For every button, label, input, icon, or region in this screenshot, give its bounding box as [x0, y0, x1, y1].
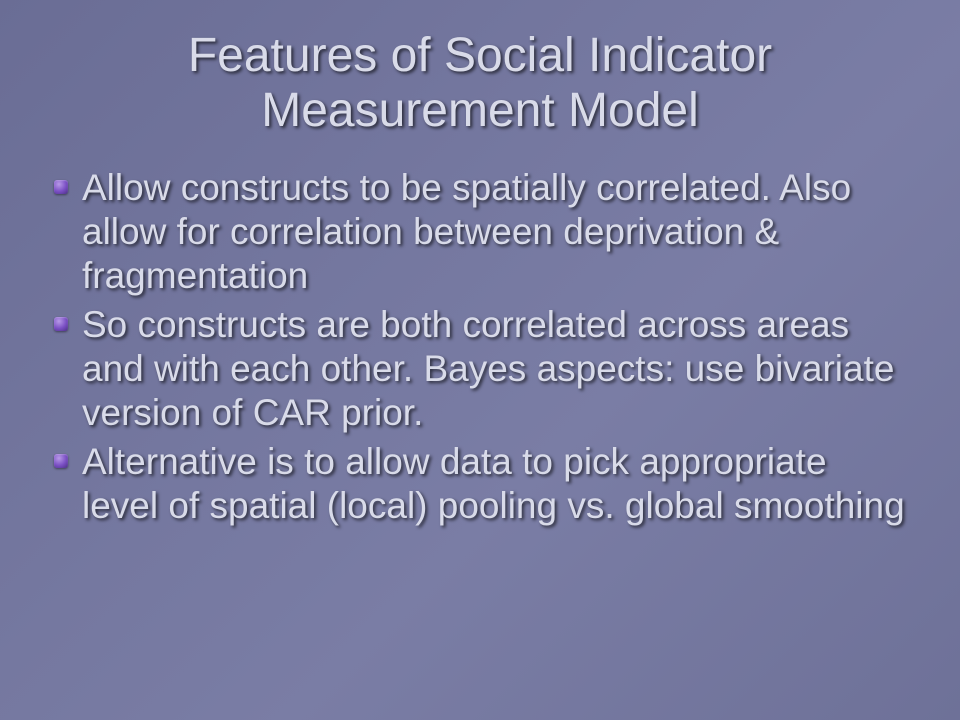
- title-line-1: Features of Social Indicator: [48, 28, 912, 83]
- list-item: Alternative is to allow data to pick app…: [48, 440, 912, 527]
- slide-title: Features of Social Indicator Measurement…: [48, 28, 912, 138]
- list-item: So constructs are both correlated across…: [48, 303, 912, 434]
- title-line-2: Measurement Model: [48, 83, 912, 138]
- bullet-list: Allow constructs to be spatially correla…: [48, 166, 912, 527]
- list-item: Allow constructs to be spatially correla…: [48, 166, 912, 297]
